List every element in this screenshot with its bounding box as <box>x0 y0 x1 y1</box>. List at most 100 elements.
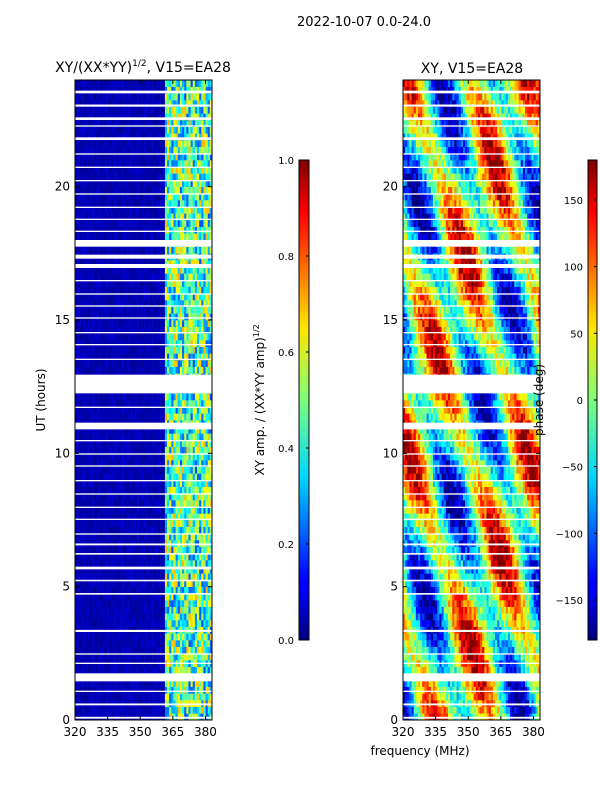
left-heatmap-cell <box>75 486 78 494</box>
left-heatmap-cell <box>96 226 99 234</box>
left-heatmap-cell <box>96 213 99 221</box>
left-heatmap-cell <box>113 273 116 281</box>
left-heatmap-cell <box>177 580 181 587</box>
left-heatmap-cell <box>203 326 206 334</box>
left-heatmap-cell <box>149 640 153 647</box>
left-heatmap-cell <box>145 466 149 474</box>
left-heatmap-cell <box>122 520 125 527</box>
left-heatmap-cell <box>194 640 198 647</box>
left-heatmap-cell <box>173 413 176 421</box>
left-heatmap-cell <box>92 640 95 647</box>
left-heatmap-cell <box>98 506 101 514</box>
left-heatmap-cell <box>177 280 181 287</box>
left-heatmap-cell <box>85 413 89 421</box>
left-heatmap-cell <box>130 300 134 307</box>
left-heatmap-cell <box>156 586 159 594</box>
left-heatmap-cell <box>107 320 110 327</box>
left-heatmap-cell <box>100 666 104 674</box>
left-heatmap-cell <box>75 633 78 641</box>
left-heatmap-cell <box>94 646 97 654</box>
left-heatmap-cell <box>96 586 99 594</box>
left-heatmap-cell <box>111 473 114 481</box>
left-heatmap-cell <box>85 233 89 241</box>
left-heatmap-cell <box>169 520 172 527</box>
left-heatmap-cell <box>152 333 155 341</box>
left-heatmap-cell <box>104 486 108 494</box>
left-heatmap-cell <box>167 546 170 554</box>
left-heatmap-cell <box>134 493 138 501</box>
left-heatmap-cell <box>77 680 80 687</box>
left-heatmap-cell <box>87 573 91 581</box>
left-heatmap-cell <box>111 286 114 294</box>
left-heatmap-cell <box>164 633 168 641</box>
left-heatmap-cell <box>104 226 108 234</box>
left-heatmap-cell <box>111 266 114 274</box>
left-heatmap-cell <box>145 500 149 507</box>
left-heatmap-cell <box>113 633 116 641</box>
left-heatmap-cell <box>194 286 198 294</box>
left-heatmap-cell <box>100 573 104 581</box>
left-heatmap-cell <box>87 233 91 241</box>
left-heatmap-cell <box>207 560 211 567</box>
left-heatmap-cell <box>94 500 97 507</box>
left-heatmap-cell <box>117 520 121 527</box>
left-heatmap-cell <box>117 560 121 567</box>
left-heatmap-cell <box>190 320 194 327</box>
left-heatmap-cell <box>98 686 101 694</box>
left-heatmap-cell <box>137 666 140 674</box>
left-heatmap-cell <box>145 686 149 694</box>
left-heatmap-cell <box>132 413 136 421</box>
left-heatmap-cell <box>182 546 185 554</box>
left-heatmap-cell <box>143 653 146 661</box>
left-heatmap-cell <box>139 220 142 227</box>
left-heatmap-cell <box>203 586 206 594</box>
left-heatmap-cell <box>115 606 119 614</box>
left-heatmap-cell <box>128 406 131 414</box>
left-heatmap-cell <box>147 573 151 581</box>
left-heatmap-cell <box>162 233 166 241</box>
left-heatmap-cell <box>199 580 202 587</box>
left-heatmap-cell <box>104 273 108 281</box>
left-heatmap-cell <box>75 606 78 614</box>
left-heatmap-cell <box>100 526 104 534</box>
left-heatmap-cell <box>79 213 82 221</box>
left-heatmap-cell <box>100 346 104 354</box>
left-heatmap-cell <box>205 313 209 321</box>
left-heatmap-cell <box>145 433 149 441</box>
left-heatmap-cell <box>199 553 202 561</box>
left-heatmap-cell <box>94 506 97 514</box>
left-heatmap-cell <box>132 680 136 687</box>
left-heatmap-cell <box>107 693 110 701</box>
left-heatmap-cell <box>137 300 140 307</box>
left-heatmap-cell <box>145 260 149 267</box>
left-heatmap-cell <box>147 653 151 661</box>
left-heatmap-cell <box>209 506 213 514</box>
left-heatmap-cell <box>134 260 138 267</box>
left-heatmap-cell <box>89 220 93 227</box>
left-heatmap-cell <box>194 233 198 241</box>
left-heatmap-cell <box>192 446 196 454</box>
left-heatmap-cell <box>192 226 196 234</box>
left-heatmap-cell <box>104 346 108 354</box>
left-heatmap-cell <box>100 613 104 621</box>
left-heatmap-cell <box>83 646 86 654</box>
left-heatmap-cell <box>126 400 129 407</box>
left-heatmap-cell <box>107 400 110 407</box>
left-heatmap-cell <box>117 333 121 341</box>
left-heatmap-cell <box>75 693 78 701</box>
left-heatmap-cell <box>117 340 121 347</box>
left-heatmap-cell <box>147 686 151 694</box>
left-heatmap-cell <box>197 633 200 641</box>
left-heatmap-cell <box>96 686 99 694</box>
left-heatmap-cell <box>167 246 170 254</box>
left-heatmap-cell <box>134 406 138 414</box>
left-heatmap-cell <box>128 653 131 661</box>
left-heatmap-cell <box>207 553 211 561</box>
left-heatmap-cell <box>77 326 80 334</box>
left-heatmap-cell <box>130 586 134 594</box>
left-heatmap-cell <box>96 353 99 361</box>
left-heatmap-cell <box>192 320 196 327</box>
left-heatmap-cell <box>109 686 112 694</box>
left-heatmap-cell <box>186 280 189 287</box>
left-heatmap-cell <box>141 453 144 461</box>
